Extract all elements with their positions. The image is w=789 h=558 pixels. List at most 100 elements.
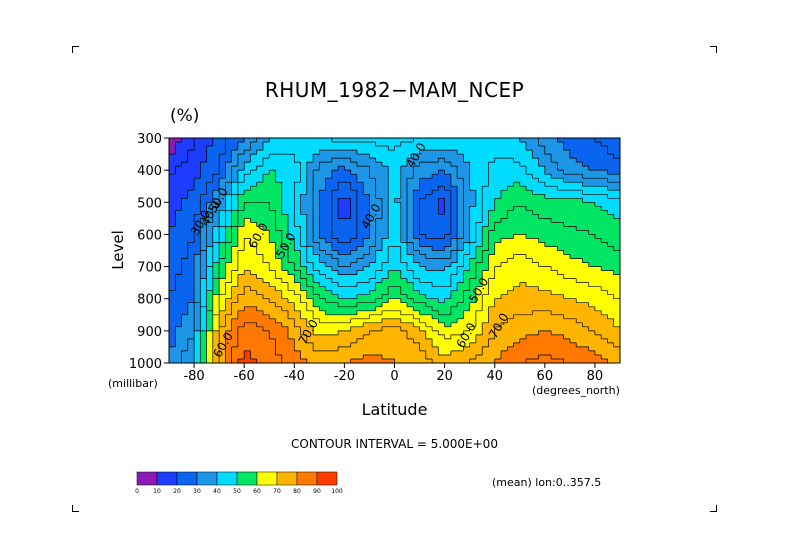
heatmap-cell xyxy=(419,142,427,147)
heatmap-cell xyxy=(607,238,615,244)
heatmap-cell xyxy=(356,182,364,187)
heatmap-cell xyxy=(425,202,433,207)
heatmap-cell xyxy=(438,186,446,191)
heatmap-cell xyxy=(394,150,402,155)
heatmap-cell xyxy=(400,238,408,244)
heatmap-cell xyxy=(526,266,533,272)
heatmap-cell xyxy=(219,342,226,348)
heatmap-cell xyxy=(306,302,314,308)
heatmap-cell xyxy=(413,294,421,300)
heatmap-cell xyxy=(469,354,477,360)
heatmap-cell xyxy=(325,262,333,268)
heatmap-cell xyxy=(594,282,602,288)
heatmap-cell xyxy=(475,210,483,215)
heatmap-cell xyxy=(250,214,258,219)
heatmap-cell xyxy=(526,162,533,167)
heatmap-cell xyxy=(438,358,446,363)
heatmap-cell xyxy=(488,250,496,256)
heatmap-cell xyxy=(275,234,283,240)
heatmap-cell xyxy=(313,302,320,308)
heatmap-cell xyxy=(463,342,471,348)
heatmap-cell xyxy=(544,218,552,223)
heatmap-cell xyxy=(513,202,521,207)
heatmap-cell xyxy=(526,326,533,332)
heatmap-cell xyxy=(613,270,620,276)
heatmap-cell xyxy=(194,290,201,296)
heatmap-cell xyxy=(369,302,377,308)
heatmap-cell xyxy=(607,314,615,320)
heatmap-cell xyxy=(250,250,258,256)
heatmap-cell xyxy=(444,318,452,324)
heatmap-cell xyxy=(175,302,183,308)
heatmap-cell xyxy=(338,206,345,211)
heatmap-cell xyxy=(607,350,615,356)
heatmap-cell xyxy=(419,218,427,223)
heatmap-cell xyxy=(175,278,183,284)
heatmap-cell xyxy=(381,174,389,179)
heatmap-cell xyxy=(557,170,565,175)
heatmap-cell xyxy=(281,354,289,360)
heatmap-cell xyxy=(513,350,521,356)
heatmap-cell xyxy=(544,338,552,344)
heatmap-cell xyxy=(488,358,496,363)
heatmap-cell xyxy=(200,150,208,155)
heatmap-cell xyxy=(475,302,483,308)
heatmap-cell xyxy=(407,166,414,171)
heatmap-cell xyxy=(225,234,233,240)
heatmap-cell xyxy=(507,290,515,296)
heatmap-cell xyxy=(194,222,201,227)
heatmap-cell xyxy=(306,270,314,276)
heatmap-cell xyxy=(212,250,220,256)
heatmap-cell xyxy=(288,310,295,316)
heatmap-cell xyxy=(169,346,176,352)
heatmap-cell xyxy=(413,210,421,215)
heatmap-cell xyxy=(269,178,277,183)
heatmap-cell xyxy=(594,198,602,203)
heatmap-cell xyxy=(500,242,508,248)
heatmap-cell xyxy=(563,270,571,276)
colorbar-label: 10 xyxy=(153,488,161,495)
heatmap-cell xyxy=(494,322,502,328)
heatmap-cell xyxy=(551,262,558,268)
heatmap-cell xyxy=(488,174,496,179)
heatmap-cell xyxy=(388,238,396,244)
heatmap-cell xyxy=(262,142,270,147)
heatmap-cell xyxy=(175,206,183,211)
heatmap-cell xyxy=(607,162,615,167)
heatmap-cell xyxy=(262,234,270,240)
heatmap-cell xyxy=(363,302,371,308)
heatmap-cell xyxy=(369,330,377,336)
heatmap-cell xyxy=(388,266,396,272)
heatmap-cell xyxy=(563,274,571,280)
heatmap-cell xyxy=(601,178,609,183)
heatmap-cell xyxy=(532,330,540,336)
heatmap-cell xyxy=(582,266,590,272)
colorbar-label: 100 xyxy=(331,488,343,495)
heatmap-cell xyxy=(444,162,452,167)
heatmap-cell xyxy=(444,254,452,260)
heatmap-cell xyxy=(488,182,496,187)
heatmap-cell xyxy=(563,150,571,155)
heatmap-cell xyxy=(275,210,283,215)
heatmap-cell xyxy=(344,206,352,211)
heatmap-cell xyxy=(300,302,308,308)
heatmap-cell xyxy=(225,278,233,284)
heatmap-cell xyxy=(275,250,283,256)
heatmap-cell xyxy=(256,150,264,155)
heatmap-cell xyxy=(400,246,408,252)
heatmap-cell xyxy=(288,214,295,219)
heatmap-cell xyxy=(375,170,383,175)
heatmap-cell xyxy=(325,214,333,219)
heatmap-cell xyxy=(356,278,364,284)
heatmap-cell xyxy=(544,142,552,147)
heatmap-cell xyxy=(194,346,201,352)
heatmap-cell xyxy=(425,290,433,296)
heatmap-cell xyxy=(532,162,540,167)
heatmap-cell xyxy=(588,142,596,147)
heatmap-cell xyxy=(275,254,283,260)
heatmap-cell xyxy=(488,330,496,336)
heatmap-cell xyxy=(181,254,189,260)
heatmap-cell xyxy=(306,314,314,320)
heatmap-cell xyxy=(438,166,446,171)
heatmap-cell xyxy=(425,198,433,203)
